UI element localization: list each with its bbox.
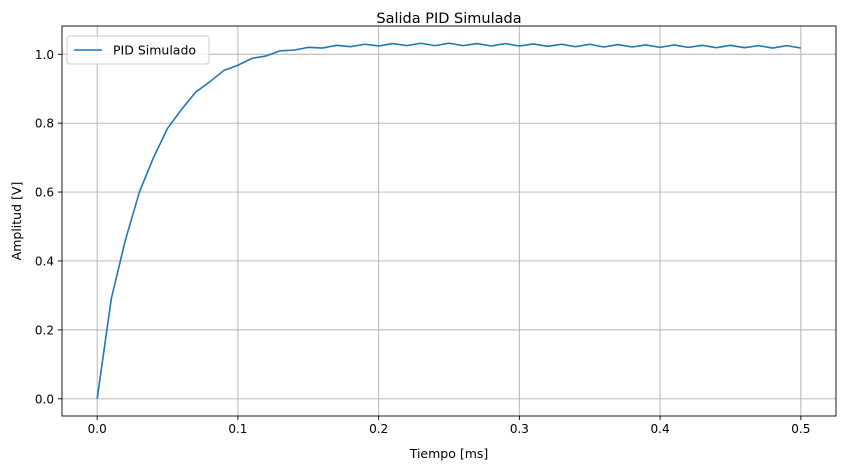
y-tick-label: 0.4 (35, 254, 54, 268)
x-tick-label: 0.4 (651, 422, 670, 436)
x-axis-label: Tiempo [ms] (409, 446, 489, 461)
x-tick-label: 0.5 (791, 422, 810, 436)
y-tick-label: 0.8 (35, 117, 54, 131)
x-tick-label: 0.3 (510, 422, 529, 436)
chart-title: Salida PID Simulada (376, 11, 521, 27)
y-tick-label: 0.6 (35, 186, 54, 200)
y-axis-ticks: 0.0 0.2 0.4 0.6 0.8 1.0 (35, 48, 62, 406)
x-tick-label: 0.2 (369, 422, 388, 436)
plot-frame (61, 25, 837, 417)
series-line (96, 42, 801, 399)
x-tick-label: 0.0 (88, 422, 107, 436)
y-tick-label: 1.0 (35, 48, 54, 62)
legend-label: PID Simulado (113, 43, 196, 58)
legend-box (66, 35, 210, 65)
y-tick-label: 0.2 (35, 323, 54, 337)
series-layer (96, 42, 801, 399)
y-tick-label: 0.0 (35, 392, 54, 406)
y-axis-label: Amplitud [V] (9, 182, 24, 261)
x-axis-ticks: 0.0 0.1 0.2 0.3 0.4 0.5 (88, 416, 810, 436)
x-tick-label: 0.1 (228, 422, 247, 436)
grid (62, 26, 836, 416)
legend: PID Simulado (66, 35, 210, 65)
